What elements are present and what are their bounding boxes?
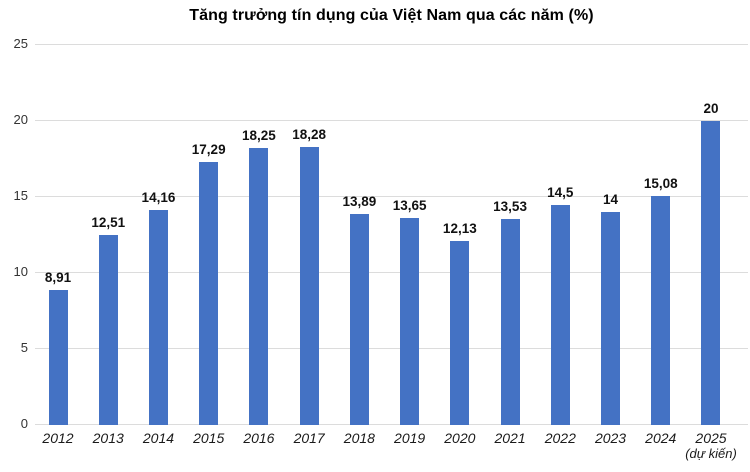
value-label-2025: 20 [703,101,719,116]
y-tick-label-15: 15 [13,188,28,203]
value-label-2021: 13,53 [493,199,527,215]
y-tick-label-25: 25 [13,36,28,51]
y-tick-label-5: 5 [20,340,28,355]
x-tick-label-2017: 2017 [293,430,325,446]
chart-title: Tăng trưởng tín dụng của Việt Nam qua cá… [189,7,594,24]
x-tick-label-2020: 2020 [444,430,476,446]
bar-2015 [199,162,219,425]
x-tick-label-2022: 2022 [544,430,576,446]
x-tick-label-2019: 2019 [394,430,426,446]
bar-2024 [651,195,671,425]
x-tick-label-2016: 2016 [243,430,275,446]
value-label-2020: 12,13 [442,220,477,236]
bar-2016 [249,147,269,425]
gridline-0 [35,424,748,425]
x-tick-label-2013: 2013 [92,430,124,446]
gridline-10 [35,272,748,273]
value-label-2018: 13,89 [342,193,377,209]
y-axis: 0 5 10 15 20 25 [0,36,28,431]
bar-2018 [349,213,369,425]
value-label-2013: 12,51 [91,214,126,230]
value-label-2014: 14,16 [141,189,176,205]
value-label-2016: 18,25 [242,127,276,143]
gridline-15 [35,196,748,197]
y-tick-label-0: 0 [20,416,28,431]
x-tick-label-2021: 2021 [494,430,526,446]
value-label-2019: 13,65 [392,197,427,213]
bar-2017 [299,147,319,425]
x-tick-label-2015: 2015 [193,430,225,446]
x-tick-label-2023: 2023 [594,430,627,446]
y-tick-label-20: 20 [13,112,28,127]
value-label-2022: 14,5 [547,184,574,200]
x-tick-sublabel-2025: (dự kiến) [685,446,737,461]
bar-2013 [98,234,118,425]
gridline-25 [35,44,748,45]
y-tick-label-10: 10 [13,264,28,279]
plot-area: 8,91 12,51 14,16 17,29 18,25 18,28 13,89 13,65 1… [35,44,748,425]
bar-2012 [48,289,68,425]
value-label-2012: 8,91 [44,269,72,285]
bar-2019 [400,217,420,425]
x-tick-label-2024: 2024 [645,430,677,446]
bar-2020 [450,240,470,425]
gridline-20 [35,120,748,121]
value-label-2024: 15,08 [643,175,678,191]
bar-2023 [601,212,621,425]
bar-2014 [148,209,168,425]
bar-2021 [500,219,520,425]
x-tick-label-2025: 2025 (dự kiến) [685,430,737,462]
x-tick-label-2012: 2012 [42,430,74,446]
bar-2022 [550,204,570,425]
value-label-2015: 17,29 [191,142,226,158]
gridline-5 [35,348,748,349]
value-label-2023: 14 [603,192,619,208]
x-tick-label-2014: 2014 [142,430,175,446]
x-tick-label-2018: 2018 [343,430,375,446]
value-label-2017: 18,28 [292,127,327,143]
bar-2025 [701,121,721,425]
